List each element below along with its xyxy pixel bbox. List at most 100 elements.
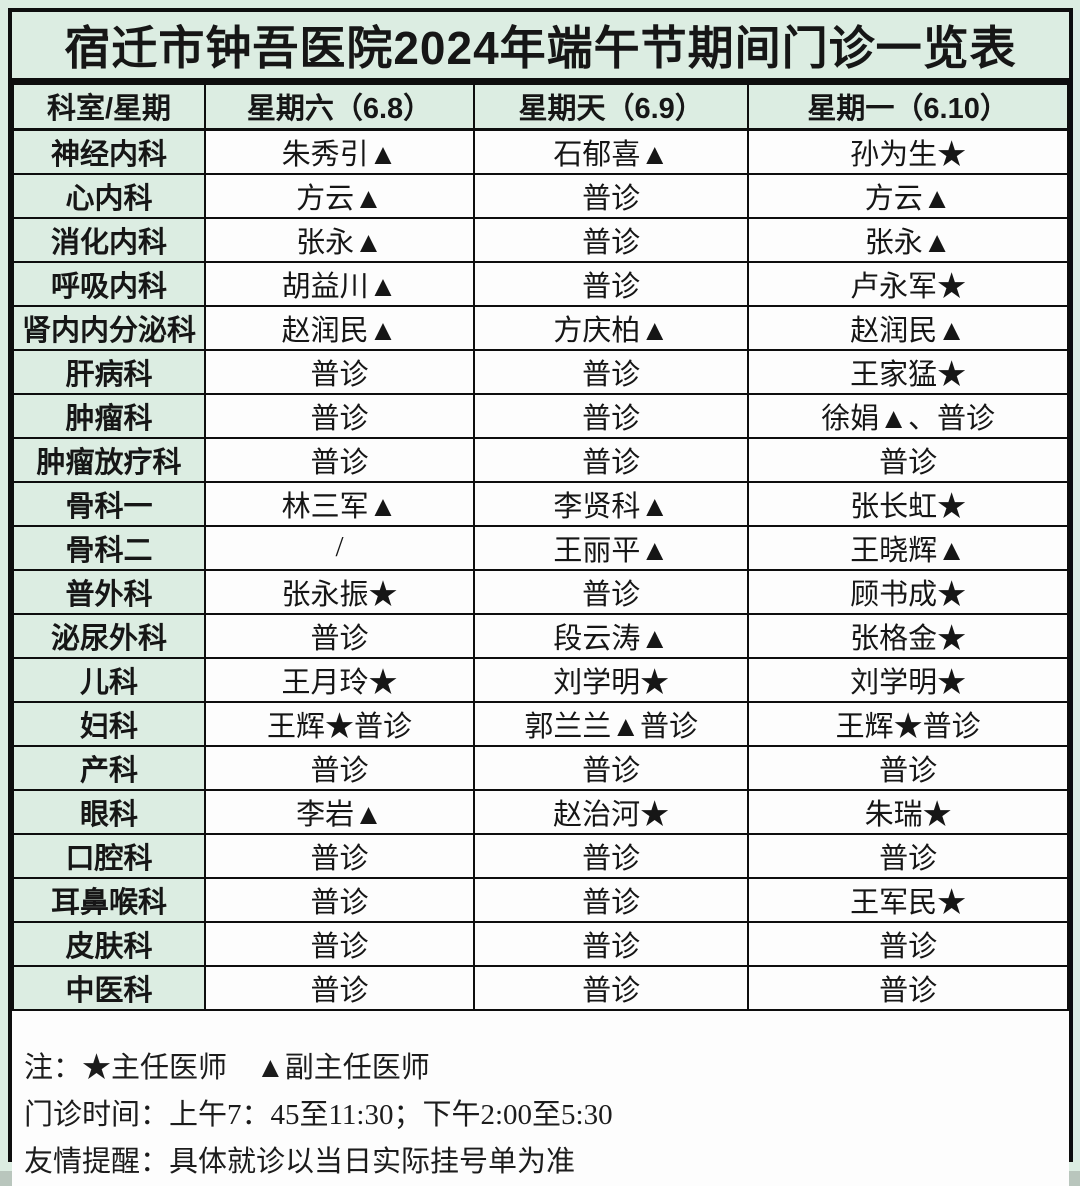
header-row: 科室/星期 星期六（6.8） 星期天（6.9） 星期一（6.10） — [12, 83, 1069, 131]
monday-cell: 徐娟▲、普诊 — [747, 392, 1069, 439]
saturday-cell: 普诊 — [203, 964, 476, 1011]
department-cell: 神经内科 — [12, 128, 206, 175]
table-row: 骨科一 林三军▲ 李贤科▲ 张长虹★ — [12, 480, 1069, 527]
monday-cell: 普诊 — [747, 436, 1069, 483]
schedule-table: 科室/星期 星期六（6.8） 星期天（6.9） 星期一（6.10） 神经内科 朱… — [12, 83, 1069, 1011]
table-frame: 宿迁市钟吾医院2024年端午节期间门诊一览表 科室/星期 星期六（6.8） 星期… — [8, 8, 1073, 1186]
monday-cell: 王晓辉▲ — [747, 524, 1069, 571]
sunday-cell: 普诊 — [473, 920, 750, 967]
department-cell: 泌尿外科 — [12, 612, 206, 659]
monday-cell: 王辉★普诊 — [747, 700, 1069, 747]
sunday-cell: 普诊 — [473, 568, 750, 615]
sunday-cell: 普诊 — [473, 392, 750, 439]
saturday-cell: 李岩▲ — [203, 788, 476, 835]
monday-cell: 普诊 — [747, 744, 1069, 791]
saturday-cell: 普诊 — [203, 392, 476, 439]
sunday-cell: 普诊 — [473, 436, 750, 483]
saturday-cell: 朱秀引▲ — [203, 128, 476, 175]
department-cell: 骨科二 — [12, 524, 206, 571]
sunday-cell: 普诊 — [473, 348, 750, 395]
monday-cell: 孙为生★ — [747, 128, 1069, 175]
sunday-cell: 普诊 — [473, 876, 750, 923]
sunday-cell: 方庆柏▲ — [473, 304, 750, 351]
schedule-body: 神经内科 朱秀引▲ 石郁喜▲ 孙为生★ 心内科 方云▲ 普诊 方云▲ 消化内科 … — [12, 128, 1069, 1011]
department-cell: 妇科 — [12, 700, 206, 747]
monday-cell: 张长虹★ — [747, 480, 1069, 527]
sunday-cell: 普诊 — [473, 744, 750, 791]
saturday-cell: 普诊 — [203, 348, 476, 395]
department-cell: 心内科 — [12, 172, 206, 219]
monday-cell: 王家猛★ — [747, 348, 1069, 395]
table-row: 产科 普诊 普诊 普诊 — [12, 744, 1069, 791]
table-row: 妇科 王辉★普诊 郭兰兰▲普诊 王辉★普诊 — [12, 700, 1069, 747]
table-row: 心内科 方云▲ 普诊 方云▲ — [12, 172, 1069, 219]
table-row: 肾内内分泌科 赵润民▲ 方庆柏▲ 赵润民▲ — [12, 304, 1069, 351]
sunday-cell: 普诊 — [473, 216, 750, 263]
saturday-cell: 胡益川▲ — [203, 260, 476, 307]
department-cell: 普外科 — [12, 568, 206, 615]
monday-cell: 方云▲ — [747, 172, 1069, 219]
saturday-cell: 普诊 — [203, 920, 476, 967]
monday-cell: 普诊 — [747, 964, 1069, 1011]
table-row: 儿科 王月玲★ 刘学明★ 刘学明★ — [12, 656, 1069, 703]
table-row: 呼吸内科 胡益川▲ 普诊 卢永军★ — [12, 260, 1069, 307]
monday-cell: 刘学明★ — [747, 656, 1069, 703]
department-cell: 呼吸内科 — [12, 260, 206, 307]
sunday-cell: 段云涛▲ — [473, 612, 750, 659]
saturday-cell: 赵润民▲ — [203, 304, 476, 351]
saturday-cell: / — [203, 524, 476, 571]
department-cell: 肿瘤科 — [12, 392, 206, 439]
footer-notes: 注：★主任医师 ▲副主任医师 门诊时间：上午7：45至11:30；下午2:00至… — [12, 1010, 1069, 1186]
table-row: 耳鼻喉科 普诊 普诊 王军民★ — [12, 876, 1069, 923]
sunday-cell: 普诊 — [473, 964, 750, 1011]
sunday-cell: 赵治河★ — [473, 788, 750, 835]
saturday-cell: 王月玲★ — [203, 656, 476, 703]
table-row: 神经内科 朱秀引▲ 石郁喜▲ 孙为生★ — [12, 128, 1069, 175]
table-row: 普外科 张永振★ 普诊 顾书成★ — [12, 568, 1069, 615]
saturday-cell: 普诊 — [203, 876, 476, 923]
department-cell: 眼科 — [12, 788, 206, 835]
department-cell: 口腔科 — [12, 832, 206, 879]
saturday-cell: 张永▲ — [203, 216, 476, 263]
monday-cell: 顾书成★ — [747, 568, 1069, 615]
department-cell: 肾内内分泌科 — [12, 304, 206, 351]
table-row: 消化内科 张永▲ 普诊 张永▲ — [12, 216, 1069, 263]
column-header-saturday: 星期六（6.8） — [203, 83, 476, 131]
saturday-cell: 普诊 — [203, 436, 476, 483]
sunday-cell: 王丽平▲ — [473, 524, 750, 571]
sunday-cell: 普诊 — [473, 260, 750, 307]
table-row: 肿瘤科 普诊 普诊 徐娟▲、普诊 — [12, 392, 1069, 439]
table-row: 皮肤科 普诊 普诊 普诊 — [12, 920, 1069, 967]
column-header-dept: 科室/星期 — [12, 83, 206, 131]
monday-cell: 普诊 — [747, 832, 1069, 879]
sunday-cell: 普诊 — [473, 832, 750, 879]
department-cell: 肝病科 — [12, 348, 206, 395]
monday-cell: 朱瑞★ — [747, 788, 1069, 835]
department-cell: 产科 — [12, 744, 206, 791]
department-cell: 消化内科 — [12, 216, 206, 263]
saturday-cell: 张永振★ — [203, 568, 476, 615]
monday-cell: 张永▲ — [747, 216, 1069, 263]
note-hours: 门诊时间：上午7：45至11:30；下午2:00至5:30 — [24, 1098, 613, 1131]
table-row: 中医科 普诊 普诊 普诊 — [12, 964, 1069, 1011]
saturday-cell: 王辉★普诊 — [203, 700, 476, 747]
table-row: 肝病科 普诊 普诊 王家猛★ — [12, 348, 1069, 395]
saturday-cell: 方云▲ — [203, 172, 476, 219]
department-cell: 肿瘤放疗科 — [12, 436, 206, 483]
table-row: 口腔科 普诊 普诊 普诊 — [12, 832, 1069, 879]
monday-cell: 赵润民▲ — [747, 304, 1069, 351]
monday-cell: 王军民★ — [747, 876, 1069, 923]
department-cell: 骨科一 — [12, 480, 206, 527]
monday-cell: 普诊 — [747, 920, 1069, 967]
page-title: 宿迁市钟吾医院2024年端午节期间门诊一览表 — [12, 12, 1069, 83]
table-row: 骨科二 / 王丽平▲ 王晓辉▲ — [12, 524, 1069, 571]
sunday-cell: 李贤科▲ — [473, 480, 750, 527]
saturday-cell: 林三军▲ — [203, 480, 476, 527]
monday-cell: 卢永军★ — [747, 260, 1069, 307]
column-header-sunday: 星期天（6.9） — [473, 83, 750, 131]
table-row: 泌尿外科 普诊 段云涛▲ 张格金★ — [12, 612, 1069, 659]
sunday-cell: 石郁喜▲ — [473, 128, 750, 175]
note-reminder: 友情提醒：具体就诊以当日实际挂号单为准 — [24, 1145, 576, 1178]
column-header-monday: 星期一（6.10） — [747, 83, 1069, 131]
